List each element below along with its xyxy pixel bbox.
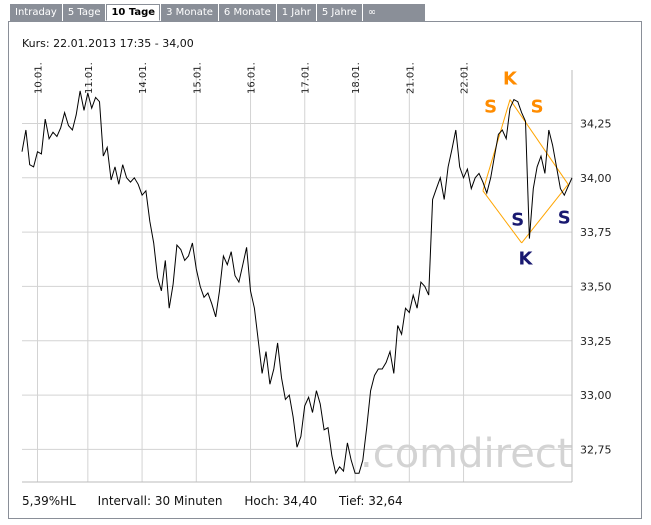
annotation-shoulder: S <box>531 97 544 118</box>
pattern-line <box>482 190 523 244</box>
performance-value: 5,39%HL <box>22 494 76 508</box>
low-value: Tief: 32,64 <box>338 494 403 508</box>
x-tick-label: 10.01. <box>33 62 44 94</box>
annotation-head: K <box>519 249 534 270</box>
interval-value: Intervall: 30 Minuten <box>97 494 223 508</box>
tab-4[interactable]: 6 Monate <box>218 4 276 21</box>
tab-1[interactable]: 5 Tage <box>62 4 106 21</box>
x-tick-label: 16.01. <box>247 62 258 94</box>
grid-lines <box>22 70 573 483</box>
x-tick-label: 22.01. <box>460 62 471 94</box>
chart-panel <box>8 21 642 519</box>
x-tick-label: 14.01. <box>138 62 149 94</box>
timeframe-tabs: Intraday 5 Tage 10 Tage 3 Monate 6 Monate 1 J… <box>10 4 382 21</box>
price-line-series <box>21 90 573 475</box>
tab-strip-fill <box>375 4 425 21</box>
y-axis-labels: 34,25 34,00 33,75 33,50 33,25 33,00 32,75 <box>580 117 612 456</box>
annotation-shoulder: S <box>558 207 571 228</box>
price-label: Kurs: 22.01.2013 17:35 - 34,00 <box>22 37 194 50</box>
y-tick-label: 34,25 <box>580 117 612 130</box>
x-tick-label: 17.01. <box>301 62 312 94</box>
y-tick-label: 33,50 <box>580 280 612 293</box>
tab-3[interactable]: 3 Monate <box>161 4 218 21</box>
annotation-shoulder: S <box>511 210 524 231</box>
tab-0[interactable]: Intraday <box>10 4 62 21</box>
x-tick-label: 21.01. <box>405 62 416 94</box>
y-tick-label: 34,00 <box>580 172 612 185</box>
x-tick-label: 15.01. <box>192 62 203 94</box>
x-tick-label: 11.01. <box>84 62 95 94</box>
tab-6[interactable]: 5 Jahre <box>316 4 362 21</box>
y-tick-label: 32,75 <box>580 443 612 456</box>
comdirect-watermark: .comdirect <box>360 431 573 477</box>
x-axis-labels: 10.01. 11.01. 14.01. 15.01. 16.01. 17.01. 18.0… <box>33 62 470 94</box>
annotation-head: K <box>503 68 518 89</box>
tab-5[interactable]: 1 Jahr <box>276 4 316 21</box>
y-tick-label: 33,00 <box>580 389 612 402</box>
high-value: Hoch: 34,40 <box>244 494 318 508</box>
y-tick-label: 33,75 <box>580 226 612 239</box>
x-tick-label: 18.01. <box>351 62 362 94</box>
pattern-line <box>509 99 569 185</box>
y-tick-label: 33,25 <box>580 335 612 348</box>
tab-2[interactable]: 10 Tage <box>106 4 161 21</box>
annotation-shoulder: S <box>484 97 497 118</box>
chart-footer: 5,39%HL Intervall: 30 Minuten Hoch: 34,4… <box>22 494 421 508</box>
